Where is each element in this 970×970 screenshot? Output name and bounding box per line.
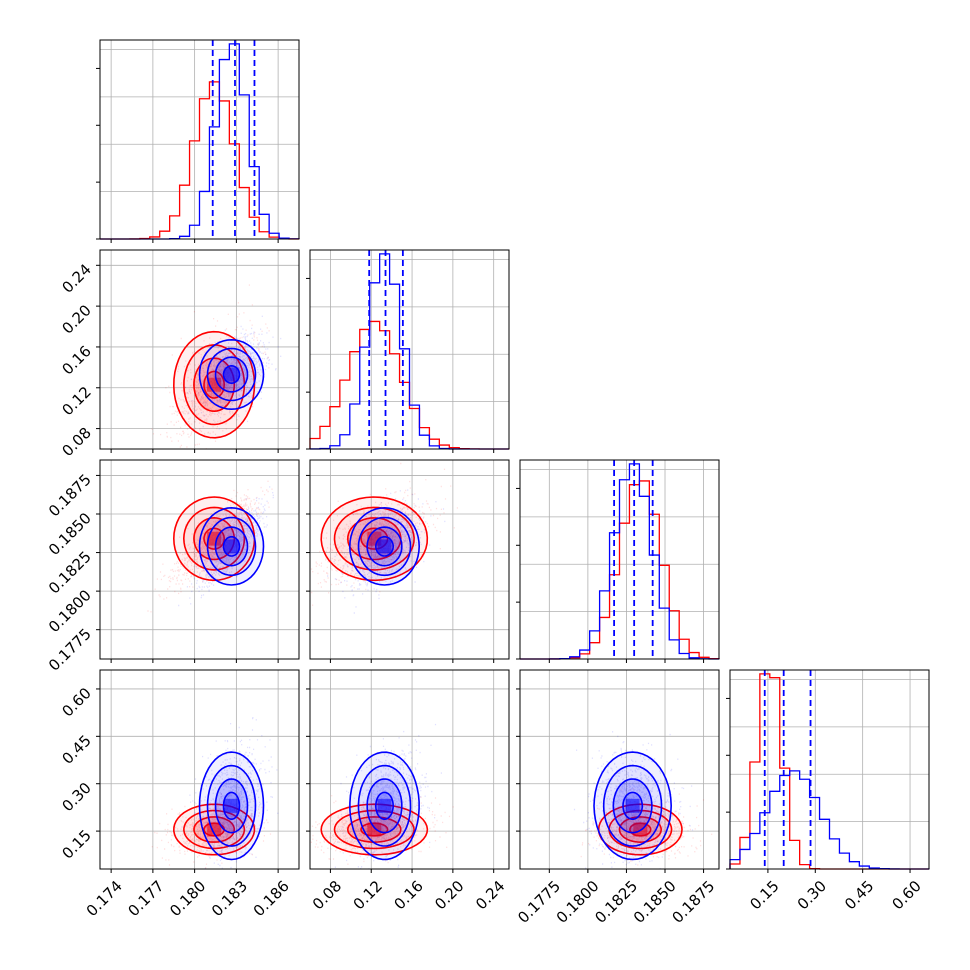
y-tick-label: 0.24 [58, 260, 94, 296]
red-density-peak [367, 822, 382, 837]
blue-density-peak [625, 798, 640, 813]
y-tick-label: 0.15 [58, 826, 94, 862]
scatter-panel-3-2 [519, 669, 720, 870]
panel-frame [99, 669, 300, 870]
blue-density-peak [377, 539, 392, 554]
panel-frame [309, 669, 510, 870]
x-tick-label: 0.20 [431, 877, 467, 913]
x-tick-label: 0.30 [794, 877, 830, 913]
blue-histogram-3 [729, 770, 930, 870]
histogram-panel-1 [306, 249, 510, 450]
y-axis-1: 0.08 0.12 0.16 0.20 0.24 [58, 260, 100, 460]
y-tick-label: 0.60 [58, 684, 94, 720]
x-tick-label: 0.1775 [514, 877, 564, 927]
panel-frame [309, 249, 510, 450]
x-tick-label: 0.1825 [591, 877, 641, 927]
x-tick-label: 0.1800 [553, 877, 603, 927]
panel-frame [99, 39, 300, 240]
panel-frame [519, 669, 720, 870]
x-tick-label: 0.15 [746, 877, 782, 913]
x-tick-label: 0.183 [208, 877, 251, 920]
y-tick-label: 0.12 [58, 383, 94, 419]
x-axis-1: 0.08 0.12 0.16 0.20 0.24 [309, 869, 508, 913]
scatter-panel-3-0 [99, 669, 300, 870]
panel-frame [99, 249, 300, 450]
x-tick-label: 0.12 [350, 877, 386, 913]
y-tick-label: 0.45 [58, 731, 94, 767]
x-tick-label: 0.174 [83, 877, 126, 920]
y-tick-label: 0.1775 [45, 625, 95, 675]
histogram-panel-3 [726, 669, 930, 870]
y-tick-label: 0.08 [58, 424, 94, 460]
blue-density-peak [224, 539, 239, 554]
x-tick-label: 0.16 [390, 877, 426, 913]
y-tick-label: 0.1875 [45, 471, 95, 521]
y-tick-label: 0.16 [58, 342, 94, 378]
scatter-panel-1-0 [99, 249, 300, 450]
blue-density-peak [224, 367, 239, 382]
x-tick-label: 0.180 [166, 877, 209, 920]
y-tick-label: 0.1825 [45, 548, 95, 598]
x-tick-label: 0.08 [309, 877, 345, 913]
histogram-panel-2 [516, 459, 720, 660]
y-tick-label: 0.20 [58, 301, 94, 337]
x-tick-label: 0.45 [841, 877, 877, 913]
x-axis-3: 0.15 0.30 0.45 0.60 [746, 869, 925, 913]
panel-frame [729, 669, 930, 870]
panel-frame [99, 459, 300, 660]
y-tick-label: 0.1800 [45, 586, 95, 636]
scatter-panel-3-1 [309, 669, 510, 870]
scatter-panel-2-0 [99, 459, 300, 660]
blue-density-peak [224, 798, 239, 813]
y-tick-label: 0.1850 [45, 509, 95, 559]
panel-frame [519, 459, 720, 660]
red-density-peak [207, 531, 222, 546]
y-axis-3: 0.15 0.30 0.45 0.60 [58, 684, 100, 863]
panel-frame [309, 459, 510, 660]
x-tick-label: 0.24 [472, 877, 508, 913]
blue-histogram-1 [309, 253, 509, 450]
x-tick-label: 0.186 [250, 877, 293, 920]
histogram-panel-0 [96, 39, 300, 240]
scatter-panel-2-1 [309, 459, 510, 660]
y-tick-label: 0.30 [58, 779, 94, 815]
x-tick-label: 0.1875 [668, 877, 718, 927]
x-tick-label: 0.60 [888, 877, 924, 913]
red-histogram-3 [729, 673, 929, 870]
x-tick-label: 0.177 [125, 877, 168, 920]
blue-density-peak [377, 798, 392, 813]
x-tick-label: 0.1850 [630, 877, 680, 927]
